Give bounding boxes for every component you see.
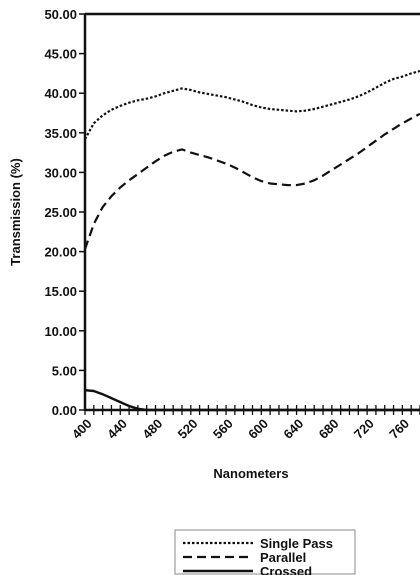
y-tick-label: 0.00: [52, 403, 77, 418]
y-tick-label: 35.00: [44, 126, 77, 141]
y-tick-label: 50.00: [44, 7, 77, 22]
y-axis-title: Transmission (%): [8, 158, 23, 266]
legend-label: Crossed: [260, 564, 312, 575]
series-line-parallel: [85, 112, 420, 250]
x-tick-label: 480: [139, 416, 165, 442]
x-tick-label: 760: [386, 416, 412, 442]
x-tick-label: 560: [210, 416, 236, 442]
x-tick-label: 720: [351, 416, 377, 442]
y-tick-label: 15.00: [44, 284, 77, 299]
y-tick-label: 5.00: [52, 363, 77, 378]
x-tick-label: 680: [316, 416, 342, 442]
y-tick-label: 10.00: [44, 324, 77, 339]
x-tick-label: 520: [175, 416, 201, 442]
y-tick-label: 45.00: [44, 47, 77, 62]
x-tick-label: 440: [104, 416, 130, 442]
y-tick-label: 20.00: [44, 245, 77, 260]
legend-label: Single Pass: [260, 536, 333, 551]
y-tick-label: 25.00: [44, 205, 77, 220]
y-tick-label: 40.00: [44, 86, 77, 101]
axes: 0.00 5.00 10.00 15.00 20.00 25.00 30.00 35.00 40…: [44, 7, 420, 442]
x-tick-label: 400: [69, 416, 95, 442]
y-tick-label: 30.00: [44, 165, 77, 180]
legend-label: Parallel: [260, 550, 306, 565]
x-tick-label: 600: [245, 416, 271, 442]
series-line-single-pass: [85, 69, 420, 140]
x-tick-label: 640: [280, 416, 306, 442]
x-axis-title: Nanometers: [213, 466, 288, 481]
legend-box: [174, 529, 356, 575]
series-layer: [85, 69, 420, 412]
